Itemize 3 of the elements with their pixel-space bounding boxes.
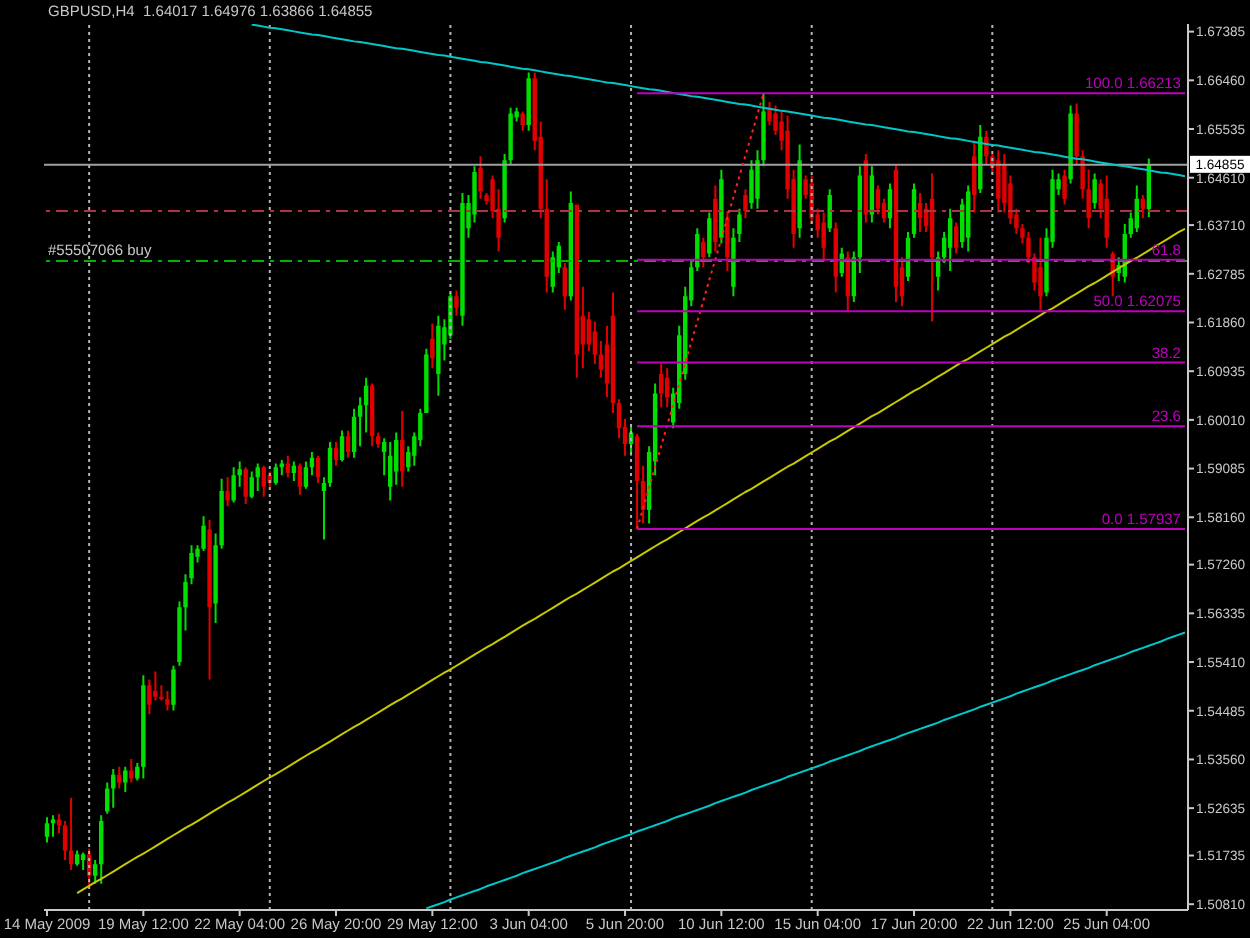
line-series (636, 92, 765, 531)
line-series (250, 24, 1186, 178)
line-series (425, 631, 1186, 910)
